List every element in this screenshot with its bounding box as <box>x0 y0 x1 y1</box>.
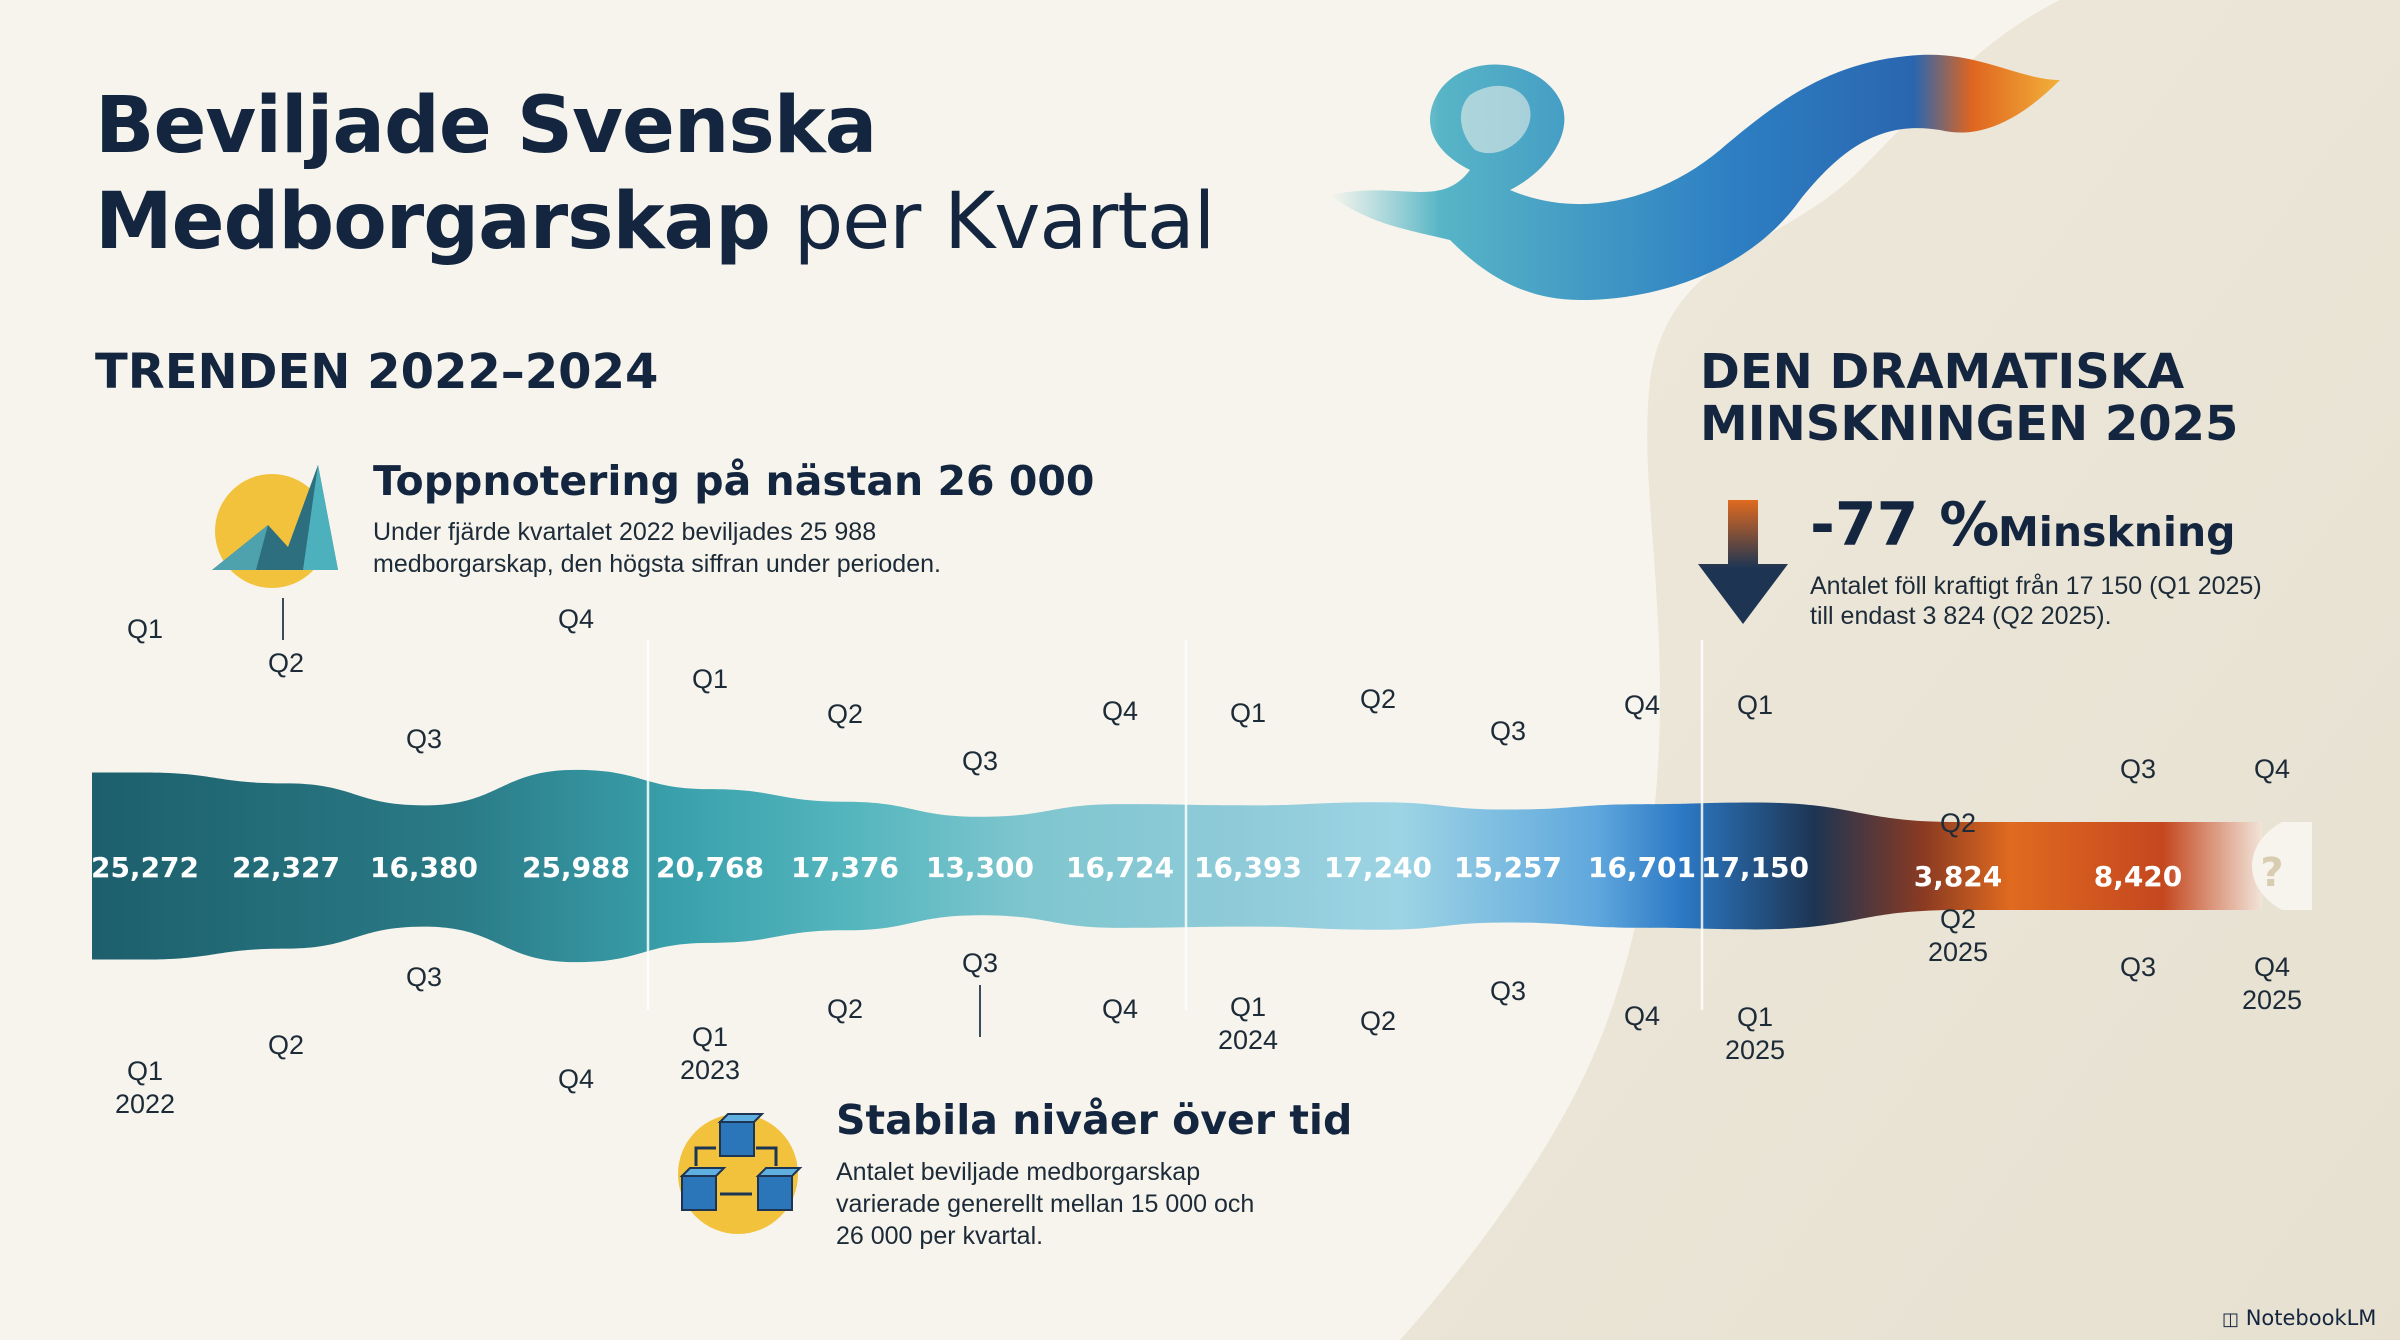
quarter-label-bottom: Q1 <box>692 1022 728 1052</box>
quarter-label-top: Q2 <box>1360 684 1396 714</box>
data-label: 16,380 <box>370 851 478 884</box>
quarter-label-top: Q4 <box>1624 690 1660 720</box>
year-label: 2023 <box>680 1055 740 1085</box>
quarter-label-bottom: Q2 <box>268 1030 304 1060</box>
quarter-label-top: Q3 <box>406 724 442 754</box>
peak-callout-text-line2: medborgarskap, den högsta siffran under … <box>373 550 941 578</box>
data-label: 17,150 <box>1701 851 1809 884</box>
page-title-rest: per Kvartal <box>793 177 1216 267</box>
stream-fade-end <box>2252 822 2312 910</box>
decline-section-title-line2: MINSKNINGEN 2025 <box>1700 396 2239 452</box>
decline-arrow-icon <box>1698 500 1788 624</box>
year-label: 2022 <box>115 1089 175 1119</box>
quarter-label-bottom: Q3 <box>1490 976 1526 1006</box>
data-label: ? <box>2260 850 2283 896</box>
quarter-label-bottom: Q2 <box>827 994 863 1024</box>
quarter-label-bottom: Q4 <box>558 1064 594 1094</box>
quarter-label-bottom: Q3 <box>962 948 998 978</box>
quarter-label-top: Q4 <box>1102 696 1138 726</box>
quarter-label-bottom: Q4 <box>1624 1001 1660 1031</box>
stable-connector-line <box>979 985 981 1037</box>
quarter-label-top: Q1 <box>127 614 163 644</box>
data-label: 22,327 <box>232 851 340 884</box>
data-label: 15,257 <box>1454 851 1562 884</box>
quarter-label-top: Q2 <box>1940 808 1976 838</box>
stream-area <box>92 769 2262 963</box>
quarter-label-top: Q3 <box>1490 716 1526 746</box>
year-label: 2024 <box>1218 1025 1278 1055</box>
data-label: 25,272 <box>91 851 199 884</box>
quarter-label-top: Q2 <box>268 648 304 678</box>
peak-callout-title: Toppnotering på nästan 26 000 <box>373 457 1095 505</box>
brand-name: NotebookLM <box>2245 1306 2377 1330</box>
decline-label: Minskning <box>1998 508 2236 556</box>
quarter-label-bottom: Q2 <box>1940 904 1976 934</box>
year-label: 2025 <box>1725 1035 1785 1065</box>
quarter-label-bottom: Q3 <box>406 962 442 992</box>
quarter-label-top: Q4 <box>2254 754 2290 784</box>
peak-callout-text-line1: Under fjärde kvartalet 2022 beviljades 2… <box>373 518 877 546</box>
quarter-label-bottom: Q3 <box>2120 952 2156 982</box>
quarter-label-top: Q3 <box>962 746 998 776</box>
data-label: 17,376 <box>791 851 899 884</box>
quarter-label-bottom: Q1 <box>1230 992 1266 1022</box>
page-title-line2: Medborgarskap per Kvartal <box>95 174 1216 270</box>
quarter-label-top: Q3 <box>2120 754 2156 784</box>
quarter-label-top: Q2 <box>827 699 863 729</box>
page-title-bold: Medborgarskap <box>95 177 771 267</box>
data-label: 20,768 <box>656 851 764 884</box>
quarter-label-bottom: Q4 <box>1102 994 1138 1024</box>
quarter-label-top: Q1 <box>1230 698 1266 728</box>
quarter-label-bottom: Q1 <box>127 1056 163 1086</box>
data-label: 3,824 <box>1914 860 2003 893</box>
peak-connector-line <box>282 598 284 640</box>
mountain-icon <box>212 465 338 588</box>
page-title-line1: Beviljade Svenska <box>95 81 877 171</box>
background-blob <box>1400 0 2400 1340</box>
quarter-label-bottom: Q2 <box>1360 1006 1396 1036</box>
decline-section-title-line1: DEN DRAMATISKA <box>1700 344 2185 400</box>
data-label: 16,701 <box>1588 851 1696 884</box>
data-label: 16,393 <box>1194 851 1302 884</box>
stable-callout-text-line2: varierade generellt mellan 15 000 och <box>836 1190 1255 1218</box>
quarter-label-bottom: Q1 <box>1737 1002 1773 1032</box>
data-label: 16,724 <box>1066 851 1174 884</box>
quarter-label-top: Q1 <box>692 664 728 694</box>
data-label: 8,420 <box>2094 860 2183 893</box>
decline-text-line2: till endast 3 824 (Q2 2025). <box>1810 602 2112 630</box>
year-label: 2025 <box>1928 937 1988 967</box>
year-label: 2025 <box>2242 985 2302 1015</box>
stable-callout-text-line3: 26 000 per kvartal. <box>836 1222 1044 1250</box>
stable-callout-title: Stabila nivåer över tid <box>836 1096 1353 1144</box>
data-label: 13,300 <box>926 851 1034 884</box>
quarter-label-bottom: Q4 <box>2254 952 2290 982</box>
quarter-label-top: Q1 <box>1737 690 1773 720</box>
brand-icon: ◫ <box>2222 1309 2240 1330</box>
trend-section-title: TRENDEN 2022–2024 <box>95 344 659 400</box>
stable-blocks-icon <box>678 1113 803 1234</box>
decline-percent: -77 % <box>1810 490 2000 560</box>
data-label: 25,988 <box>522 851 630 884</box>
decline-text-line1: Antalet föll kraftigt från 17 150 (Q1 20… <box>1810 572 2262 600</box>
quarter-label-top: Q4 <box>558 604 594 634</box>
brand-label: ◫ NotebookLM <box>2222 1306 2376 1330</box>
data-label: 17,240 <box>1324 851 1432 884</box>
stable-callout-text-line1: Antalet beviljade medborgarskap <box>836 1158 1201 1186</box>
